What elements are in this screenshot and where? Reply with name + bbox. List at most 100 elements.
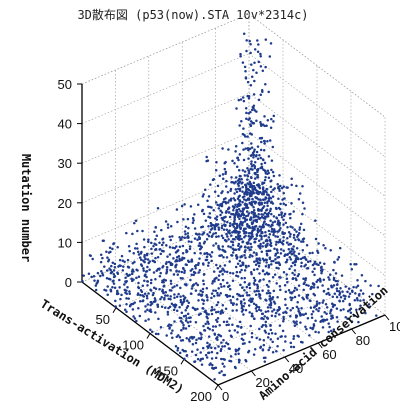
scatter-point bbox=[243, 230, 246, 233]
scatter-point bbox=[277, 267, 280, 270]
scatter-point bbox=[189, 292, 193, 295]
z-tick-label: 30 bbox=[58, 156, 72, 171]
scatter-point bbox=[133, 247, 137, 250]
scatter-point bbox=[238, 153, 242, 156]
scatter-point bbox=[144, 319, 147, 322]
x-tick-label: 200 bbox=[190, 389, 212, 404]
scatter-point bbox=[322, 278, 326, 281]
scatter-point bbox=[250, 162, 253, 166]
scatter-point bbox=[243, 232, 246, 235]
scatter-point bbox=[248, 39, 251, 43]
scatter-point bbox=[261, 312, 265, 316]
scatter-point bbox=[274, 243, 278, 246]
scatter-point bbox=[101, 272, 104, 275]
scatter-point bbox=[279, 248, 283, 251]
scatter-point bbox=[272, 114, 276, 118]
scatter-point bbox=[303, 281, 306, 284]
scatter-point bbox=[205, 159, 208, 163]
scatter-point bbox=[142, 267, 145, 270]
scatter-point bbox=[266, 201, 269, 205]
scatter-point bbox=[234, 353, 237, 356]
scatter-point bbox=[251, 197, 254, 201]
scatter-point bbox=[236, 298, 239, 301]
scatter-point bbox=[231, 295, 235, 299]
scatter-point bbox=[207, 351, 211, 354]
scatter-point bbox=[346, 317, 349, 321]
scatter-point bbox=[294, 316, 298, 319]
scatter-point bbox=[246, 242, 249, 246]
scatter-point bbox=[210, 350, 214, 354]
scatter-point bbox=[232, 197, 235, 200]
scatter-point bbox=[176, 220, 179, 224]
scatter-point bbox=[249, 120, 253, 123]
scatter-point bbox=[232, 302, 235, 305]
scatter-point bbox=[259, 120, 262, 124]
scatter-point bbox=[258, 153, 261, 157]
scatter-point bbox=[289, 225, 292, 228]
scatter-point bbox=[259, 244, 262, 248]
scatter-point bbox=[187, 240, 191, 243]
scatter-point bbox=[247, 235, 251, 238]
scatter-point bbox=[242, 148, 245, 151]
scatter-point bbox=[190, 240, 193, 244]
x-tick-label: 100 bbox=[122, 338, 144, 353]
scatter-point bbox=[240, 268, 243, 272]
scatter-point bbox=[194, 232, 198, 235]
scatter-point bbox=[137, 253, 141, 256]
scatter-point bbox=[300, 313, 304, 316]
scatter-point bbox=[295, 322, 298, 326]
scatter-point bbox=[206, 264, 210, 267]
scatter-point bbox=[251, 235, 254, 238]
scatter-point bbox=[244, 202, 247, 206]
scatter-point bbox=[252, 68, 255, 72]
scatter-point bbox=[244, 206, 248, 209]
scatter-point bbox=[256, 230, 260, 234]
scatter-point bbox=[199, 351, 202, 354]
y-axis-line bbox=[217, 314, 386, 386]
scatter-point bbox=[172, 304, 175, 307]
scatter-point bbox=[231, 247, 235, 250]
scatter-point bbox=[159, 326, 163, 329]
scatter-point bbox=[125, 272, 128, 276]
scatter-point bbox=[253, 148, 256, 151]
scatter-point bbox=[198, 233, 201, 236]
scatter-point bbox=[244, 214, 248, 218]
scatter-point bbox=[255, 252, 258, 255]
scatter-point bbox=[269, 207, 272, 211]
scatter-point bbox=[144, 310, 147, 313]
scatter-point bbox=[183, 271, 186, 275]
scatter-point bbox=[164, 294, 167, 297]
scatter-point bbox=[367, 303, 371, 306]
scatter-point bbox=[214, 277, 217, 280]
scatter-point bbox=[254, 263, 258, 267]
scatter-point bbox=[256, 285, 260, 288]
grid-line bbox=[81, 13, 250, 85]
scatter-point bbox=[223, 220, 226, 223]
scatter-point bbox=[231, 223, 234, 227]
scatter-point bbox=[297, 257, 300, 261]
scatter-point bbox=[264, 320, 268, 324]
scatter-point bbox=[179, 298, 183, 302]
scatter-point bbox=[231, 272, 235, 275]
scatter-point bbox=[234, 150, 237, 153]
scatter-point bbox=[130, 279, 134, 283]
scatter-point bbox=[260, 136, 264, 140]
scatter-point bbox=[251, 225, 254, 229]
scatter-point bbox=[276, 337, 280, 340]
scatter-point bbox=[224, 172, 227, 175]
scatter-point bbox=[198, 242, 202, 245]
scatter-point bbox=[246, 294, 249, 297]
scatter-point bbox=[278, 324, 282, 327]
scatter-point bbox=[140, 264, 144, 268]
scatter-point bbox=[211, 325, 215, 328]
scatter-point bbox=[282, 218, 285, 222]
scatter-point bbox=[330, 317, 333, 320]
scatter-point bbox=[227, 206, 231, 209]
scatter-point bbox=[146, 265, 149, 269]
scatter-point bbox=[251, 315, 254, 318]
scatter-point bbox=[274, 254, 277, 257]
scatter-point bbox=[310, 316, 314, 319]
scatter-point bbox=[124, 281, 128, 284]
scatter-point bbox=[251, 254, 254, 258]
scatter-point bbox=[219, 209, 222, 212]
